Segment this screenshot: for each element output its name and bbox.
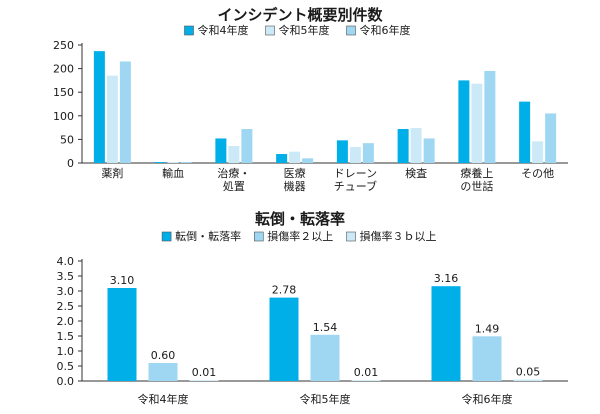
chart1-bar-4-2	[289, 151, 301, 163]
chart1-bar-3-3	[241, 129, 253, 163]
chart1-bar-3-2	[228, 146, 240, 163]
chart1-category-label-4: 医療機器	[284, 166, 306, 193]
chart1-bar-8-2	[532, 141, 544, 163]
chart2-data-label-1-1: 3.10	[110, 274, 135, 287]
chart2-data-label-3-3: 0.05	[516, 366, 541, 379]
chart1-legend-swatch-2	[265, 25, 275, 36]
chart1-bar-6-1	[397, 129, 409, 163]
chart2-legend-swatch-3	[346, 231, 356, 242]
chart1-category-label-2: 輸血	[162, 166, 184, 180]
chart1-bar-4-3	[302, 158, 314, 163]
chart1-ytick-label-3: 150	[53, 86, 74, 99]
chart1-bar-7-1	[458, 80, 470, 163]
chart2-category-label-2: 令和5年度	[300, 392, 351, 406]
chart2-data-label-1-2: 0.60	[151, 349, 176, 362]
chart1-category-label-8: その他	[521, 167, 554, 180]
chart1-category-label-1: 薬剤	[101, 166, 123, 180]
chart1-bar-4-1	[276, 154, 288, 163]
chart2-data-label-3-2: 1.49	[475, 322, 500, 335]
chart1-bar-2-2	[167, 162, 179, 163]
chart1-bar-1-1	[93, 51, 105, 163]
chart1-bar-6-2	[410, 128, 422, 163]
chart2-ytick-label-3: 1.5	[57, 330, 75, 343]
chart2-ytick-label-0: 0.0	[57, 375, 75, 388]
chart1-legend-label-1: 令和4年度	[198, 23, 249, 37]
chart2-legend-label-3: 損傷率３ｂ以上	[360, 229, 437, 243]
chart2-data-label-2-1: 2.78	[272, 284, 297, 297]
chart1-category-label-6: 検査	[405, 166, 427, 180]
chart2-bar-2-3	[351, 380, 381, 381]
chart2-ytick-label-4: 2.0	[57, 315, 75, 328]
chart1-bar-5-1	[336, 140, 348, 163]
chart2-data-label-3-1: 3.16	[434, 272, 459, 285]
chart2-data-label-1-3: 0.01	[192, 366, 217, 379]
chart2-bar-3-3	[513, 379, 543, 381]
chart1-bar-3-1	[215, 138, 227, 163]
chart1-bar-2-1	[154, 162, 166, 163]
chart1-legend-swatch-3	[346, 25, 356, 36]
chart1-bar-5-2	[349, 146, 361, 163]
chart2-ytick-label-6: 3.0	[57, 285, 75, 298]
chart2-legend-swatch-1	[161, 231, 172, 242]
chart1-legend-label-3: 令和6年度	[360, 23, 411, 37]
chart2-category-label-1: 令和4年度	[138, 392, 189, 406]
chart2-bar-2-1	[269, 297, 299, 381]
chart1-legend-label-2: 令和5年度	[279, 23, 330, 37]
chart1-ytick-label-5: 250	[53, 39, 74, 52]
chart2-legend-label-2: 損傷率２以上	[267, 229, 333, 243]
chart1-ytick-label-1: 50	[60, 133, 74, 146]
chart1-ytick-label-2: 100	[53, 110, 74, 123]
chart2-ytick-label-8: 4.0	[57, 255, 75, 268]
chart2-bar-2-2	[310, 334, 340, 381]
chart2-data-label-2-2: 1.54	[313, 321, 338, 334]
chart2-ytick-label-1: 0.5	[57, 360, 75, 373]
chart2-ytick-label-2: 1.0	[57, 345, 75, 358]
chart2-bar-1-1	[107, 288, 137, 381]
chart1-bar-7-2	[471, 83, 483, 163]
chart2-bar-1-3	[189, 380, 219, 381]
chart2-ytick-label-7: 3.5	[57, 270, 75, 283]
chart2-ytick-label-5: 2.5	[57, 300, 75, 313]
chart1-title: インシデント概要別件数	[217, 6, 383, 24]
chart1-bar-8-1	[519, 101, 531, 163]
chart1-bar-6-3	[423, 138, 435, 163]
chart1-bar-2-3	[180, 162, 192, 163]
chart1-category-label-5: ドレーンチューブ	[334, 167, 377, 193]
chart1-ytick-label-4: 200	[53, 63, 74, 76]
chart1-bar-7-3	[484, 70, 496, 163]
chart1-bar-1-2	[106, 75, 118, 163]
chart1-category-label-7: 療養上の世話	[460, 166, 493, 193]
chart1-bar-1-3	[119, 61, 131, 163]
chart2-data-label-2-3: 0.01	[354, 366, 379, 379]
chart1-legend-swatch-1	[184, 25, 194, 36]
chart2-bar-3-2	[472, 336, 502, 381]
chart1-category-label-3: 治療・処置	[217, 166, 250, 193]
chart2-legend-label-1: 転倒・転落率	[175, 229, 241, 243]
chart2-bar-3-1	[431, 286, 461, 381]
chart2-category-label-3: 令和6年度	[462, 392, 513, 406]
chart2-bar-1-2	[148, 363, 178, 381]
chart1-bar-8-3	[545, 113, 557, 163]
chart2-legend-swatch-2	[254, 231, 264, 242]
chart1-ytick-label-0: 0	[67, 157, 74, 170]
chart2-title: 転倒・転落率	[255, 210, 345, 228]
chart1-bar-5-3	[362, 143, 374, 163]
